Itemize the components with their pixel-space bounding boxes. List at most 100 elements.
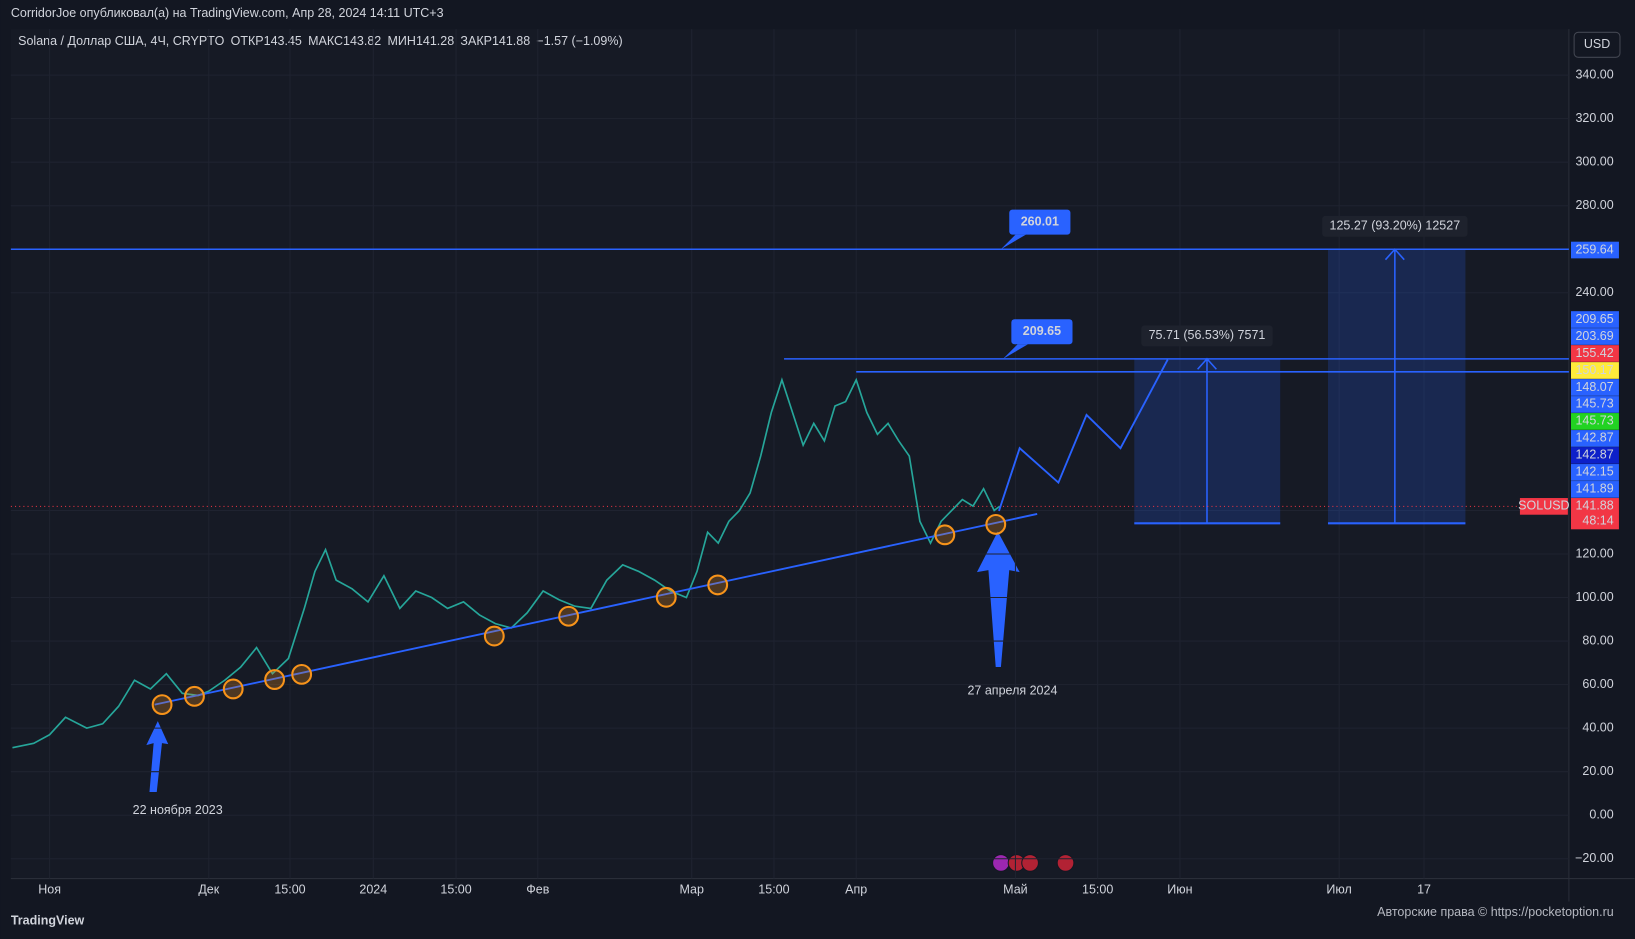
x-tick-label: Июн	[1167, 882, 1192, 896]
event-icons	[992, 854, 1075, 872]
event-icon	[1056, 854, 1075, 872]
publisher: CorridorJoe опубликовал(а) на TradingVie…	[11, 6, 444, 20]
pointer-arrow	[146, 721, 169, 793]
price-label-text: 148.07	[1575, 380, 1613, 394]
marker	[655, 586, 677, 608]
x-tick-label: Фев	[526, 882, 549, 896]
measure-label-text: 75.71 (56.53%) 7571	[1149, 328, 1266, 342]
x-tick-label: 15:00	[274, 882, 305, 896]
marker	[558, 605, 580, 627]
currency[interactable]: USD	[1584, 37, 1610, 51]
callout: 209.65	[1003, 319, 1073, 359]
callout-box	[1009, 209, 1071, 235]
price-label	[1570, 345, 1619, 362]
measure-label-box	[1322, 215, 1468, 237]
symbol-tag	[1519, 498, 1568, 515]
last-price-tag	[1570, 498, 1619, 530]
measure-label: 75.71 (56.53%) 7571	[1141, 325, 1273, 347]
marker	[483, 625, 505, 647]
price-label-text: 209.65	[1575, 312, 1613, 326]
marker	[222, 678, 244, 700]
marker	[934, 524, 956, 546]
callout-text: 209.65	[1023, 324, 1061, 338]
date-annotation: 22 ноября 2023	[133, 803, 223, 817]
plot: 75.71 (56.53%) 7571 125.27 (93.20%) 12527…	[10, 29, 1569, 879]
marker	[985, 513, 1007, 535]
callout-pointer	[1000, 234, 1026, 250]
x-tick-label: 17	[1417, 882, 1431, 896]
currency-button[interactable]	[1573, 31, 1621, 58]
y-tick-label: 340.00	[1575, 67, 1613, 81]
price-label	[1570, 430, 1619, 447]
countdown: 48:14	[1582, 513, 1613, 527]
ohlc-label: ЗАКР	[460, 34, 492, 48]
price-label	[1570, 413, 1619, 430]
measure-box	[1327, 249, 1466, 524]
y-tick-label: 80.00	[1582, 633, 1613, 647]
y-tick-label: 20.00	[1582, 764, 1613, 778]
brand: TradingView	[11, 914, 85, 928]
ohlc-label: ОТКР	[231, 34, 264, 48]
price-label	[1570, 396, 1619, 413]
measure-label: 125.27 (93.20%) 12527	[1322, 215, 1468, 237]
x-tick-label: Июл	[1326, 882, 1351, 896]
marker	[707, 574, 729, 596]
price-label-text: 142.15	[1575, 465, 1613, 479]
y-tick-label: 320.00	[1575, 111, 1613, 125]
price-label	[1570, 464, 1619, 481]
x-tick-label: 2024	[359, 882, 387, 896]
price-label	[1570, 241, 1619, 259]
price-label-text: 142.87	[1575, 448, 1613, 462]
y-tick-label: 300.00	[1575, 154, 1613, 168]
callout: 260.01	[1000, 209, 1071, 250]
price-label-text: 142.87	[1575, 431, 1613, 445]
price-label	[1570, 379, 1619, 396]
drawn-line	[154, 513, 1038, 706]
price-line	[12, 377, 1001, 749]
y-tick-label: 120.00	[1575, 546, 1613, 560]
y-tick-label: 280.00	[1575, 198, 1613, 212]
x-tick-label: Дек	[198, 882, 219, 896]
x-tick-label: Мар	[679, 882, 704, 896]
plot-area	[10, 29, 1569, 879]
price-label	[1570, 328, 1619, 345]
ohlc-value: 143.45	[264, 34, 302, 48]
symbol: Solana / Доллар США, 4Ч, CRYPTO	[18, 34, 224, 48]
ohlc-value: 143.82	[343, 34, 381, 48]
price-label	[1570, 311, 1619, 328]
price-label-text: 259.64	[1575, 242, 1613, 256]
drawn-line	[998, 359, 1169, 512]
date-annotation: 27 апреля 2024	[967, 683, 1057, 697]
ohlc-value: 141.28	[416, 34, 454, 48]
measure-label-text: 125.27 (93.20%) 12527	[1330, 219, 1461, 233]
pointer-arrow	[976, 531, 1020, 667]
price-label-text: 141.89	[1575, 482, 1613, 496]
x-tick-label: Ноя	[38, 882, 61, 896]
x-tick-label: 15:00	[440, 882, 471, 896]
marker	[184, 685, 205, 707]
symbol-legend: Solana / Доллар США, 4Ч, CRYPTO ОТКР 143.…	[18, 34, 622, 48]
callout-text: 260.01	[1021, 214, 1059, 228]
callout-pointer	[1003, 344, 1029, 359]
event-icon	[1021, 854, 1039, 872]
change: −1.57 (−1.09%)	[536, 34, 622, 48]
price-label	[1570, 481, 1619, 498]
y-tick-label: 60.00	[1582, 677, 1613, 691]
price-label	[1570, 447, 1619, 464]
y-tick-label: −20.00	[1575, 851, 1614, 865]
price-label-text: 145.73	[1575, 397, 1613, 411]
x-tick-label: Апр	[845, 882, 867, 896]
event-icon	[992, 854, 1010, 872]
watermark: Авторские права © https://pocketoption.r…	[1377, 905, 1614, 919]
measure-label-box	[1141, 325, 1273, 347]
x-tick-label: Май	[1003, 882, 1028, 896]
marker	[264, 669, 286, 691]
callout-box	[1011, 319, 1073, 345]
ohlc-value: 141.88	[492, 34, 530, 48]
y-tick-label: 240.00	[1575, 285, 1613, 299]
symbol-tag-text: SOLUSD	[1518, 499, 1569, 513]
x-tick-label: 15:00	[1082, 882, 1113, 896]
ohlc-label: МИН	[388, 34, 416, 48]
x-tick-label: 15:00	[758, 882, 789, 896]
